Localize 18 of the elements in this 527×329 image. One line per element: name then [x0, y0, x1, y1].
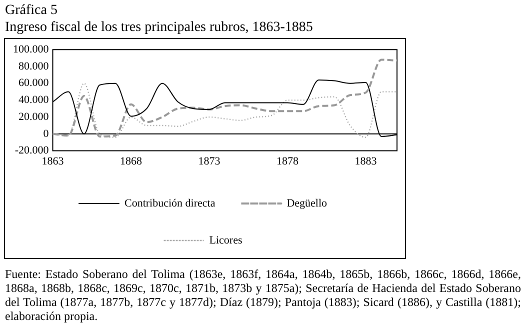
y-tick-label: 80.000 [18, 60, 50, 72]
legend-label: Contribución directa [124, 197, 216, 210]
y-tick-label: 100.000 [13, 43, 50, 56]
y-tick-label: 60.000 [18, 77, 50, 90]
legend-label: Licores [209, 234, 242, 246]
x-tick-label: 1863 [42, 155, 64, 168]
y-tick-label: 40.000 [18, 94, 50, 106]
source-note: Fuente: Estado Soberano del Tolima (1863e, 1863f, 1864a, 1864b, 1865b, 1866b, 1866c, 1866d, 1866e, 1868a, 1868b, 1868c, 1869c, 1870c, 1871b, 1873b y 1875a); Secretaría de Hacienda del Estado Soberano del Tolima (1877a, 1877b, 1877c y 1877d); Díaz (1879); Pantoja (1883); Sicard (1886), y Castilla (1881); elaboración propia. [5, 267, 521, 323]
chart-subtitle: Ingreso fiscal de los tres principales rubros, 1863-1885 [5, 19, 313, 36]
x-tick-label: 1868 [120, 155, 142, 168]
x-tick-label: 1873 [198, 155, 221, 168]
x-tick-label: 1878 [276, 155, 299, 168]
chart-title: Gráfica 5 [5, 2, 58, 19]
y-tick-label: 0 [43, 128, 50, 140]
legend-label: Degüello [286, 197, 328, 210]
y-tick-label: -20.000 [14, 144, 50, 157]
y-tick-label: 20.000 [18, 110, 50, 123]
x-tick-label: 1883 [354, 155, 378, 168]
